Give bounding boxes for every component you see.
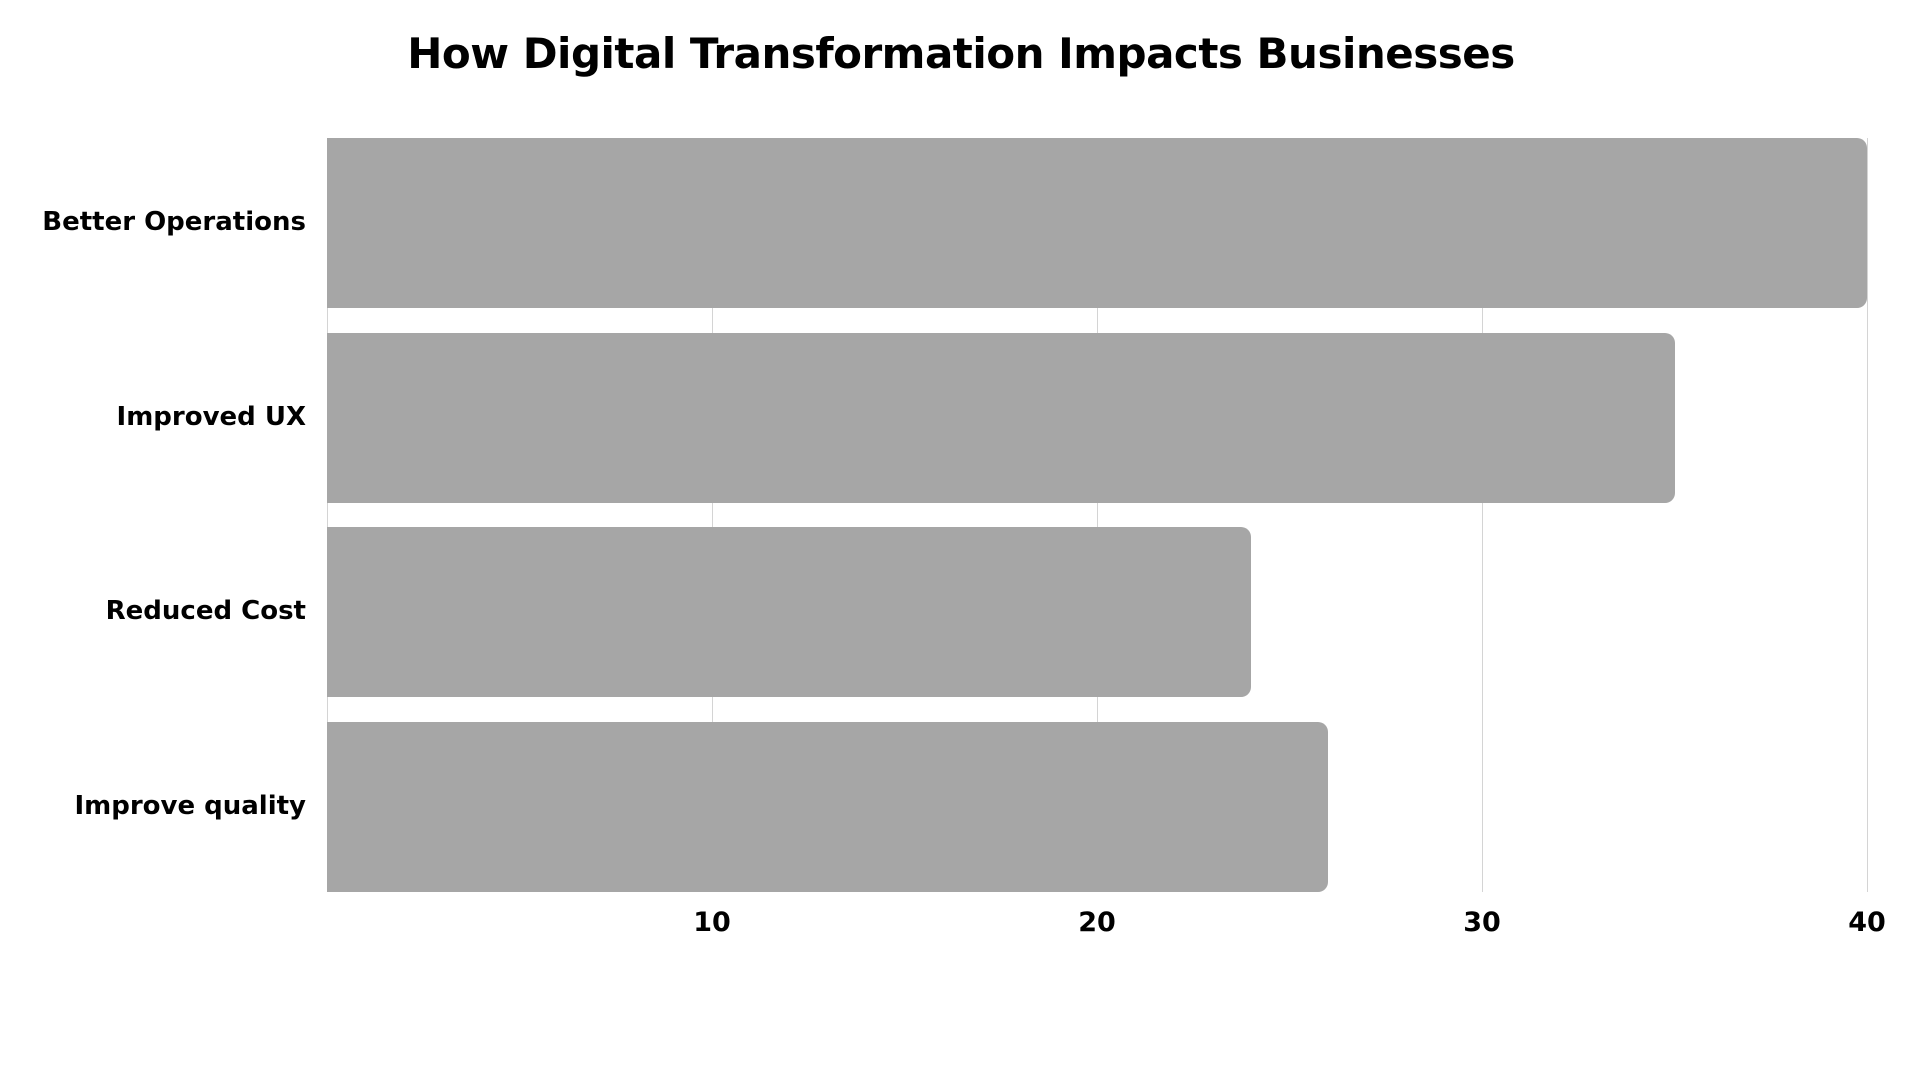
bar[interactable] [327, 527, 1251, 697]
bar[interactable] [327, 138, 1867, 308]
x-tick-label: 10 [693, 907, 731, 938]
category-label: Better Operations [42, 207, 306, 237]
gridline [1482, 138, 1483, 892]
bar[interactable] [327, 333, 1675, 503]
gridline [712, 138, 713, 892]
gridline [1867, 138, 1868, 892]
x-tick-label: 20 [1078, 907, 1116, 938]
plot-area [327, 138, 1868, 892]
category-label: Improved UX [116, 402, 306, 432]
chart-title: How Digital Transformation Impacts Busin… [407, 29, 1515, 78]
category-label: Improve quality [74, 791, 306, 821]
y-axis-line [327, 138, 328, 892]
bar[interactable] [327, 722, 1328, 892]
category-label: Reduced Cost [105, 596, 306, 626]
x-tick-label: 30 [1463, 907, 1501, 938]
gridline [1097, 138, 1098, 892]
x-tick-label: 40 [1848, 907, 1886, 938]
